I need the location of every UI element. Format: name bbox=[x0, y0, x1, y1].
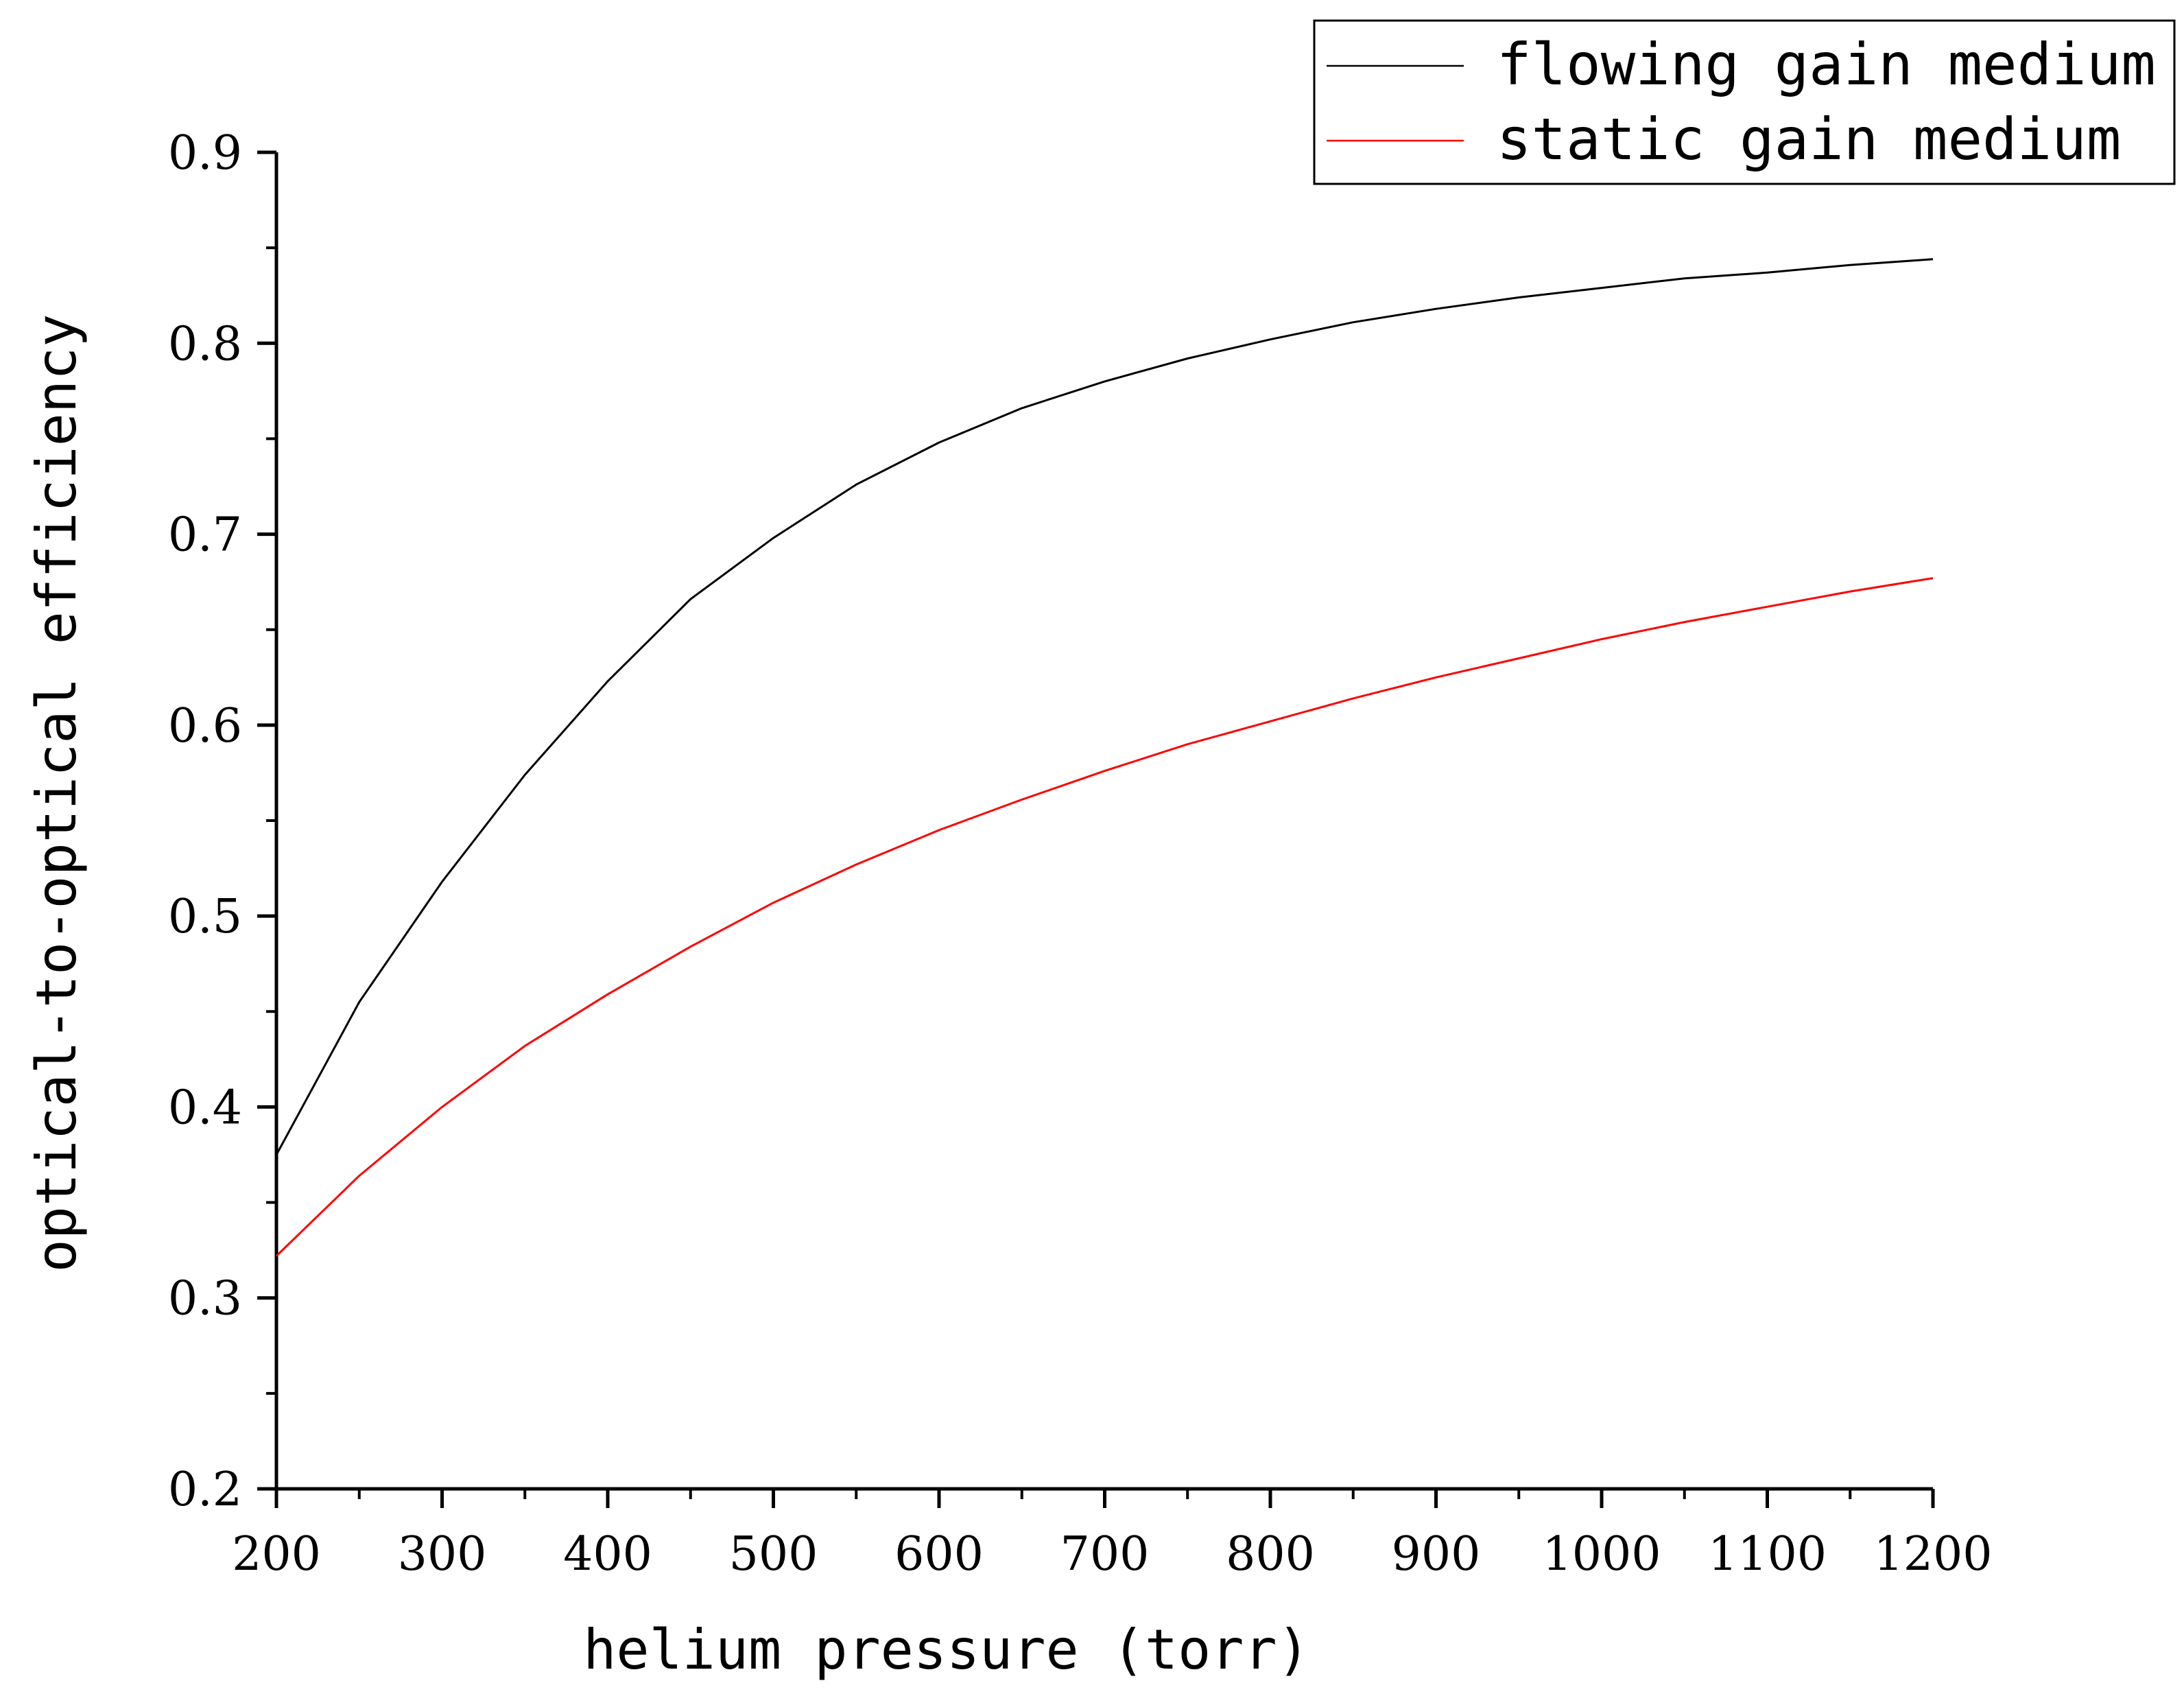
series-line-static bbox=[275, 577, 1934, 1257]
y-tick-label: 0.9 bbox=[168, 126, 242, 180]
x-tick-label: 800 bbox=[1226, 1527, 1315, 1581]
x-tick-label: 500 bbox=[729, 1527, 818, 1581]
x-tick-label: 300 bbox=[398, 1527, 487, 1581]
x-tick-label: 200 bbox=[232, 1527, 321, 1581]
x-tick-label: 400 bbox=[563, 1527, 652, 1581]
legend: flowing gain medium static gain medium bbox=[1313, 19, 2176, 185]
y-tick-label: 0.2 bbox=[168, 1463, 242, 1517]
y-tick-label: 0.4 bbox=[168, 1081, 242, 1135]
y-tick-label: 0.7 bbox=[168, 508, 242, 563]
y-tick-label: 0.5 bbox=[168, 890, 242, 944]
x-tick-label: 1000 bbox=[1542, 1527, 1661, 1581]
y-axis-title: optical-to-optical efficiency bbox=[25, 314, 88, 1273]
y-tick-label: 0.8 bbox=[168, 317, 242, 371]
x-axis-title: helium pressure (torr) bbox=[583, 1618, 1310, 1682]
legend-label-flowing: flowing gain medium bbox=[1497, 31, 2156, 98]
x-tick-label: 700 bbox=[1060, 1527, 1150, 1581]
x-tick-label: 1200 bbox=[1873, 1527, 1992, 1581]
y-tick-label: 0.3 bbox=[168, 1272, 242, 1326]
x-tick-label: 600 bbox=[894, 1527, 984, 1581]
legend-label-static: static gain medium bbox=[1497, 106, 2121, 173]
series-line-flowing bbox=[275, 258, 1934, 1155]
y-tick-label: 0.6 bbox=[168, 699, 242, 753]
legend-box bbox=[1313, 19, 2176, 185]
x-tick-label: 1100 bbox=[1708, 1527, 1827, 1581]
x-tick-label: 900 bbox=[1392, 1527, 1481, 1581]
axes: 200 300 400 500 600 700 800 900 1000 1100 1200 0.2 0… bbox=[168, 126, 1993, 1581]
series-layer bbox=[275, 258, 1934, 1257]
